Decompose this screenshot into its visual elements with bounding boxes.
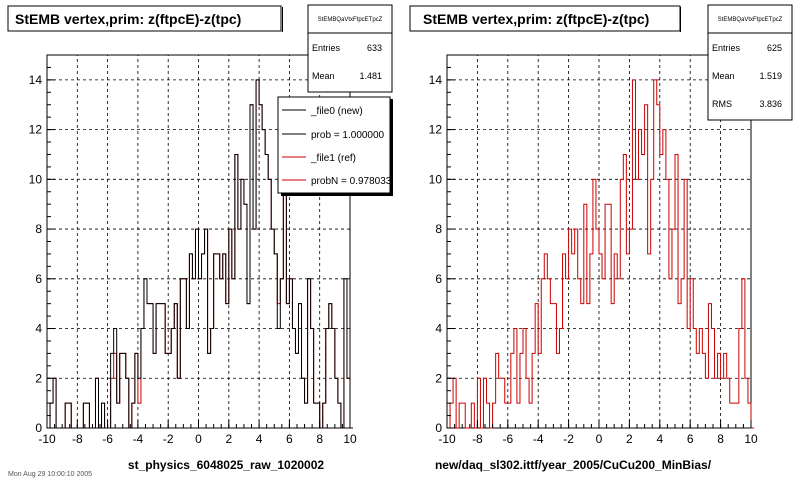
stats-rms-label: RMS	[712, 99, 732, 109]
chart-title: StEMB vertex,prim: z(ftpcE)-z(tpc)	[15, 11, 241, 27]
stats-box	[307, 4, 393, 93]
series-group	[47, 79, 354, 429]
x-tick-label: -4	[533, 432, 544, 446]
y-tick-label: 12	[29, 123, 43, 137]
y-tick-label: 12	[429, 123, 443, 137]
legend-label-file1: _file1 (ref)	[310, 153, 356, 164]
x-tick-label: -8	[472, 432, 483, 446]
footer-timestamp: Mon Aug 29 10:00:10 2005	[8, 471, 92, 478]
y-tick-label: 10	[29, 172, 43, 186]
stats-mean-label: Mean	[312, 71, 335, 81]
y-tick-label: 8	[35, 222, 42, 236]
stats-name: StEMBQaVtxFtpcETpcZ	[718, 17, 783, 23]
y-tick-label: 2	[435, 371, 442, 385]
x-tick-label: -6	[102, 432, 113, 446]
stats-name: StEMBQaVtxFtpcETpcZ	[318, 17, 383, 23]
stats-entries-label: Entries	[712, 43, 741, 53]
legend-clip: _file0 (new) prob = 1.000000 _file1 (ref…	[282, 106, 392, 187]
histogram-series-0	[447, 79, 755, 429]
histogram-panel-right: -10 -8 -6 -4 -2 0 2 4 6 8 10 0 2 4 6 8 10 12 14 StEMB vert…	[409, 4, 793, 472]
y-tick-label: 8	[435, 222, 442, 236]
x-tick-label: -4	[133, 432, 144, 446]
tick-labels: -10 -8 -6 -4 -2 0 2 4 6 8 10 0 2 4 6 8 10 12 14	[29, 73, 357, 446]
y-tick-label: 14	[29, 73, 43, 87]
legend-label-file0: _file0 (new)	[310, 106, 363, 117]
stats-box	[707, 4, 793, 121]
legend-shadow-bottom	[281, 193, 393, 196]
x-tick-label: -2	[163, 432, 174, 446]
x-tick-label: 4	[656, 432, 663, 446]
y-tick-label: 4	[35, 322, 42, 336]
stats-entries-label: Entries	[312, 43, 341, 53]
legend-label-prob: prob = 1.000000	[311, 130, 385, 141]
axis-ticks	[46, 54, 351, 429]
y-tick-label: 2	[35, 371, 42, 385]
x-tick-label: -6	[502, 432, 513, 446]
x-tick-label: 0	[195, 432, 202, 446]
histogram-series-1	[47, 79, 354, 429]
y-tick-label: 14	[429, 73, 443, 87]
x-tick-label: 2	[626, 432, 633, 446]
x-tick-label: 8	[717, 432, 724, 446]
x-tick-label: 6	[687, 432, 694, 446]
stats-entries-value: 633	[367, 43, 382, 53]
x-tick-label: -10	[438, 432, 456, 446]
chart-title: StEMB vertex,prim: z(ftpcE)-z(tpc)	[423, 11, 649, 27]
x-tick-label: 4	[256, 432, 263, 446]
x-tick-label: 6	[286, 432, 293, 446]
series-group	[447, 79, 755, 429]
stats-rms-value: 3.836	[759, 99, 782, 109]
x-tick-label: 10	[343, 432, 357, 446]
y-tick-label: 0	[435, 421, 442, 435]
x-tick-label: 0	[596, 432, 603, 446]
x-tick-label: 10	[744, 432, 758, 446]
x-axis-caption: new/daq_sl302.ittf/year_2005/CuCu200_Min…	[435, 458, 712, 472]
legend: _file0 (new) prob = 1.000000 _file1 (ref…	[277, 96, 393, 196]
legend-box	[277, 96, 391, 194]
x-tick-label: -2	[563, 432, 574, 446]
legend-label-probn: probN = 0.978033	[311, 176, 392, 187]
y-tick-label: 4	[435, 322, 442, 336]
stats-entries-value: 625	[767, 43, 782, 53]
stats-mean-value: 1.519	[759, 71, 782, 81]
legend-shadow-right	[390, 99, 393, 196]
x-axis-caption: st_physics_6048025_raw_1020002	[128, 458, 324, 472]
y-tick-label: 6	[35, 272, 42, 286]
x-tick-label: 2	[225, 432, 232, 446]
stats-mean-label: Mean	[712, 71, 735, 81]
stats-mean-value: 1.481	[359, 71, 382, 81]
title-box-shadow	[282, 7, 283, 32]
histogram-panel-left: -10 -8 -6 -4 -2 0 2 4 6 8 10 0 2 4 6 8 10 12 14 StEMB vert…	[7, 4, 393, 478]
title-box	[7, 5, 282, 32]
y-tick-label: 6	[435, 272, 442, 286]
y-tick-label: 10	[429, 172, 443, 186]
y-tick-label: 0	[35, 421, 42, 435]
title-box-shadow	[680, 7, 681, 32]
axis-ticks	[446, 54, 752, 429]
x-tick-label: 8	[316, 432, 323, 446]
x-tick-label: -10	[38, 432, 56, 446]
tick-labels: -10 -8 -6 -4 -2 0 2 4 6 8 10 0 2 4 6 8 10 12 14	[429, 73, 758, 446]
x-tick-label: -8	[72, 432, 83, 446]
